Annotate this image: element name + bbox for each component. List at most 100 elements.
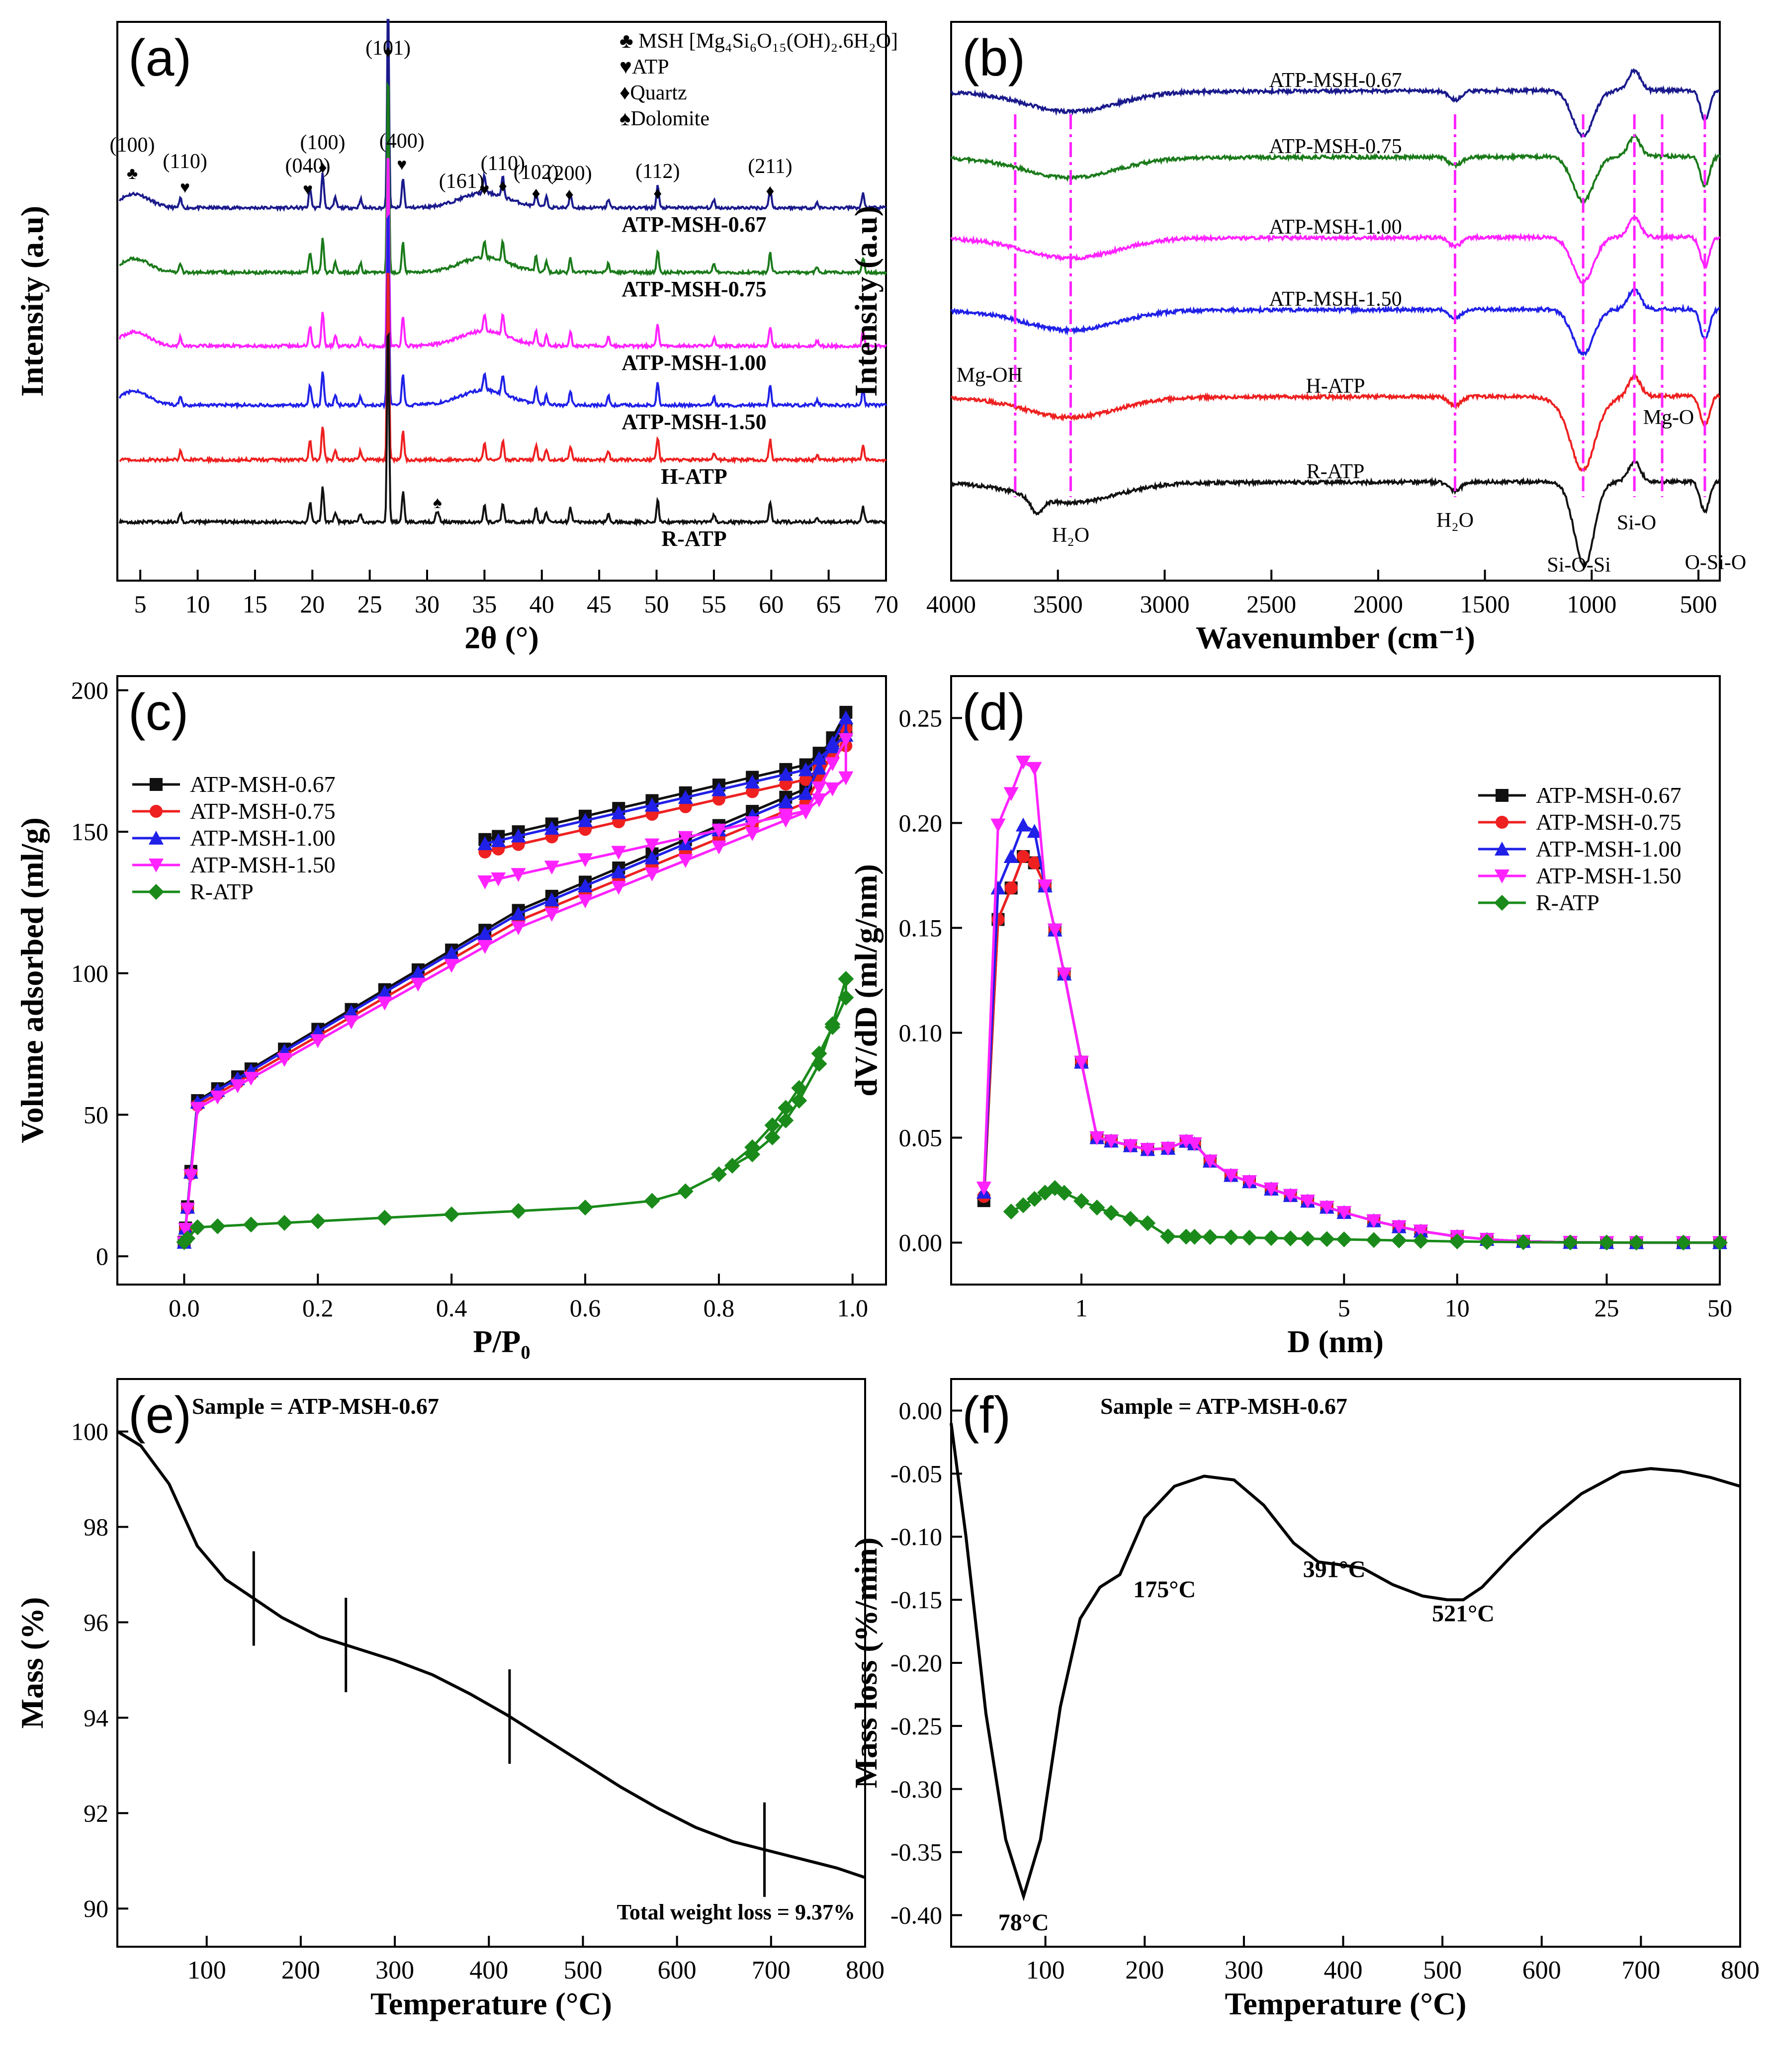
data-marker: [1449, 1233, 1465, 1250]
data-marker: [376, 1209, 393, 1226]
data-marker: [779, 777, 793, 791]
data-marker: [1598, 1234, 1615, 1251]
ftir-trace-ATP-MSH-0.67: [950, 68, 1721, 139]
dtg-curve: [950, 1423, 1741, 1901]
data-marker: [1202, 1154, 1218, 1169]
data-marker: [611, 805, 626, 820]
data-marker: [838, 771, 854, 785]
data-marker: [544, 892, 559, 907]
data-marker: [344, 1015, 359, 1030]
xrd-series-label: R-ATP: [661, 526, 726, 551]
x-axis-title-d: D (nm): [1287, 1324, 1384, 1359]
panel-a-frame: [116, 21, 887, 582]
panel-f-ytick-label: -0.05: [890, 1460, 942, 1487]
data-marker: [611, 846, 626, 860]
x-axis-title-f: Temperature (°C): [1225, 1986, 1467, 2021]
panel-e-ytick-label: 96: [84, 1608, 108, 1636]
data-marker: [644, 867, 660, 881]
data-marker: [1140, 1215, 1156, 1231]
data-marker: [798, 804, 813, 819]
data-marker: [1562, 1234, 1579, 1251]
data-marker: [277, 1053, 292, 1067]
data-marker: [778, 794, 794, 808]
data-marker: [976, 1181, 991, 1196]
data-marker: [1336, 1231, 1352, 1248]
panel-f-xtick-label: 400: [1324, 1956, 1363, 1985]
panel-e-ytick-label: 98: [84, 1513, 108, 1541]
data-marker: [1187, 1137, 1202, 1151]
panel-e-ytick-label: 94: [84, 1704, 108, 1731]
panel-a-xtick-label: 70: [874, 590, 898, 618]
data-marker: [990, 880, 1006, 895]
data-marker: [1391, 1232, 1407, 1249]
data-marker: [1366, 1232, 1382, 1248]
data-marker: [477, 875, 493, 889]
data-marker: [544, 821, 559, 835]
panel-d-ytick-label: 0.10: [899, 1019, 943, 1047]
data-marker: [1103, 1134, 1119, 1149]
xrd-legend-entry: ♦Quartz: [620, 82, 687, 104]
panel-d-ytick-label: 0.15: [899, 914, 943, 942]
data-marker: [825, 739, 840, 754]
data-marker: [1495, 869, 1509, 883]
panel-c-frame: [116, 675, 887, 1286]
data-marker: [243, 1216, 259, 1233]
ftir-band-label: Mg-OH: [957, 364, 1023, 387]
data-marker: [1028, 856, 1041, 869]
data-marker: [1479, 1234, 1495, 1250]
data-marker: [1241, 1229, 1257, 1246]
data-marker: [377, 985, 392, 999]
panel-e-frame: [116, 1378, 866, 1948]
data-marker: [1056, 1185, 1072, 1201]
data-marker: [1074, 1055, 1089, 1070]
panel-d-ytick-label: 0.25: [899, 704, 943, 732]
panel-b-xtick-label: 3000: [1140, 590, 1189, 618]
ftir-band-label: H₂O: [1052, 524, 1089, 547]
ftir-trace-R-ATP: [950, 458, 1721, 569]
data-marker: [824, 1016, 841, 1033]
data-marker: [444, 946, 459, 960]
ftir-band-label: Mg-O: [1643, 406, 1694, 429]
data-marker: [1202, 1229, 1218, 1245]
panel-b-xtick-label: 4000: [926, 590, 976, 618]
data-marker: [1003, 787, 1019, 801]
data-marker: [1283, 1189, 1298, 1203]
data-marker: [838, 710, 854, 724]
panel-label-a: (a): [128, 29, 191, 87]
x-axis-title-b: Wavenumber (cm⁻¹): [1196, 620, 1475, 655]
panel-a-xtick-label: 40: [530, 590, 554, 618]
panel-c-xtick-label: 1.0: [837, 1294, 869, 1322]
xrd-peak-symbol: ♥: [397, 156, 407, 174]
panel-f-xtick-label: 600: [1522, 1956, 1561, 1985]
panel-a-xtick-label: 60: [759, 590, 784, 618]
panel-d-xtick-label: 10: [1445, 1294, 1470, 1322]
panel-b-frame: [950, 21, 1721, 582]
data-marker: [179, 1230, 196, 1247]
xrd-series-label: H-ATP: [661, 464, 727, 489]
data-marker: [778, 809, 794, 823]
xrd-peak-label: (400): [379, 130, 425, 153]
panel-e-ytick-label: 100: [71, 1418, 108, 1446]
data-marker: [1496, 789, 1508, 802]
data-marker: [825, 782, 840, 796]
data-marker: [1186, 1228, 1203, 1245]
data-marker: [477, 926, 493, 940]
data-marker: [190, 1102, 205, 1116]
data-marker: [1241, 1175, 1257, 1190]
data-marker: [1495, 842, 1509, 856]
data-marker: [644, 838, 660, 853]
panel-c-ytick-label: 0: [96, 1242, 108, 1270]
data-marker: [744, 1146, 761, 1163]
data-marker: [578, 813, 593, 827]
panel-e-xtick-label: 300: [375, 1956, 414, 1985]
data-marker: [1675, 1234, 1691, 1251]
panel-f-xtick-label: 700: [1621, 1956, 1660, 1985]
panel-e-xtick-label: 500: [563, 1956, 602, 1985]
data-marker: [644, 797, 660, 812]
data-marker: [544, 908, 559, 922]
panel-f-xtick-label: 500: [1423, 1956, 1462, 1985]
data-marker: [778, 1100, 794, 1116]
legend-entry: R-ATP: [190, 879, 254, 904]
ftir-series-label: H-ATP: [1306, 375, 1365, 398]
panel-c-ytick-label: 200: [71, 676, 108, 704]
